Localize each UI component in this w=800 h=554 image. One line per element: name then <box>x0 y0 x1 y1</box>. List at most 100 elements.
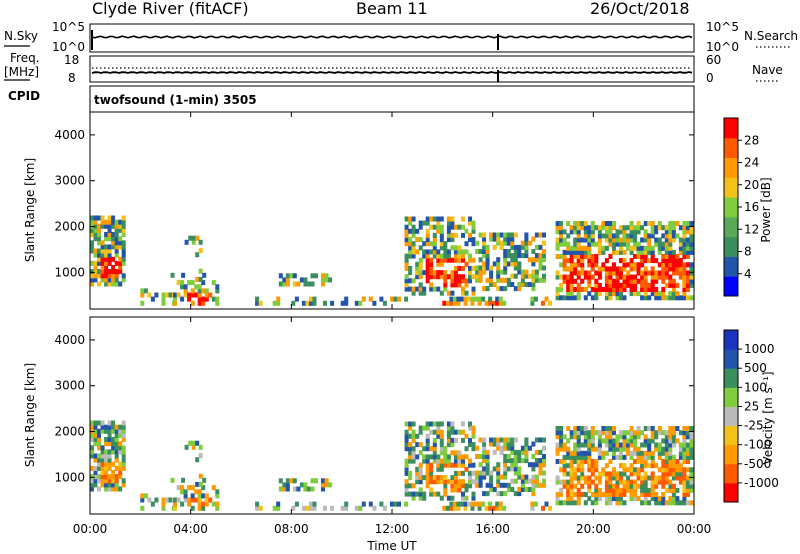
velocity-cell <box>422 454 427 460</box>
velocity-cell <box>510 445 515 451</box>
power-cell <box>418 220 423 226</box>
velocity-cell <box>608 442 613 448</box>
velocity-cell <box>650 475 655 481</box>
velocity-colorbar-tick-label: -500 <box>744 457 771 471</box>
power-cell <box>650 249 655 255</box>
power-cell <box>612 287 616 292</box>
velocity-cell <box>422 495 427 501</box>
velocity-cell <box>425 458 430 464</box>
velocity-cell <box>524 458 529 464</box>
power-cell <box>408 265 413 271</box>
velocity-cell <box>457 483 462 489</box>
velocity-cell <box>488 501 493 507</box>
power-cell <box>90 269 94 275</box>
power-cell <box>90 219 94 225</box>
velocity-cell <box>608 438 613 444</box>
power-cell <box>183 284 188 290</box>
power-cell <box>682 282 687 288</box>
velocity-cell <box>470 505 475 511</box>
power-cell <box>468 270 472 276</box>
power-cell <box>418 257 423 263</box>
power-cell <box>629 266 634 272</box>
velocity-cell <box>513 491 518 497</box>
power-cell <box>580 237 585 243</box>
power-cell <box>425 232 430 238</box>
velocity-cell <box>340 505 345 511</box>
velocity-cell <box>590 438 595 444</box>
velocity-cell <box>90 453 94 459</box>
power-cell <box>576 221 581 226</box>
power-cell <box>97 227 101 233</box>
power-cell <box>612 233 616 239</box>
power-cell <box>510 240 515 246</box>
velocity-cell <box>555 475 560 481</box>
power-cell <box>173 300 177 306</box>
power-cell <box>590 258 595 264</box>
power-cell <box>147 292 152 298</box>
power-colorbar-tick-label: 12 <box>744 222 759 236</box>
power-cell <box>555 221 560 226</box>
power-cell <box>608 241 613 247</box>
velocity-cell <box>111 424 116 430</box>
velocity-cell <box>255 501 260 507</box>
power-cell <box>418 224 423 230</box>
power-cell <box>506 277 511 283</box>
power-cell <box>597 241 602 247</box>
power-cell <box>180 296 185 302</box>
power-cell <box>622 274 627 280</box>
power-cell <box>324 273 329 279</box>
power-cell <box>215 284 220 290</box>
velocity-cell <box>457 454 462 460</box>
velocity-cell <box>608 487 613 493</box>
power-cell <box>111 232 116 237</box>
power-cell <box>324 277 329 283</box>
velocity-cell <box>321 482 325 488</box>
power-cell <box>559 274 564 280</box>
velocity-cell <box>636 454 641 460</box>
power-cell <box>97 232 101 237</box>
power-cell <box>597 266 602 272</box>
power-cell <box>643 278 648 284</box>
power-cell <box>647 258 652 264</box>
power-cell <box>503 253 508 259</box>
velocity-cell <box>647 426 652 431</box>
velocity-cell <box>489 487 494 492</box>
power-cell <box>661 225 666 231</box>
velocity-cell <box>629 467 634 473</box>
power-cell <box>661 258 666 264</box>
power-cell <box>555 245 560 251</box>
power-cell <box>453 249 458 255</box>
power-cell <box>470 296 475 302</box>
velocity-cell <box>531 482 536 488</box>
velocity-cell <box>314 478 318 484</box>
power-cell <box>443 282 448 288</box>
velocity-cell <box>542 482 546 488</box>
power-cell <box>636 266 641 272</box>
velocity-cell <box>471 479 476 485</box>
power-cell <box>566 266 571 272</box>
velocity-cell <box>450 495 455 501</box>
power-cell <box>488 300 493 306</box>
power-cell <box>682 233 687 239</box>
power-cell <box>583 229 588 235</box>
velocity-cell <box>640 442 645 448</box>
power-cell <box>678 225 683 231</box>
power-cell <box>580 221 585 226</box>
velocity-cell <box>191 444 196 450</box>
power-cell <box>107 244 112 250</box>
power-cell <box>197 288 202 294</box>
velocity-cell <box>643 471 648 477</box>
velocity-cell <box>671 483 676 489</box>
velocity-cell <box>587 442 592 448</box>
power-cell <box>496 286 501 292</box>
power-cell <box>439 270 444 276</box>
velocity-cell <box>622 467 627 473</box>
velocity-cell <box>499 437 504 443</box>
velocity-cell <box>312 501 317 507</box>
power-cell <box>446 220 451 226</box>
velocity-cell <box>671 442 676 448</box>
power-cell <box>685 262 690 268</box>
velocity-cell <box>601 454 606 460</box>
velocity-cell <box>622 492 627 497</box>
velocity-cell <box>453 470 458 476</box>
